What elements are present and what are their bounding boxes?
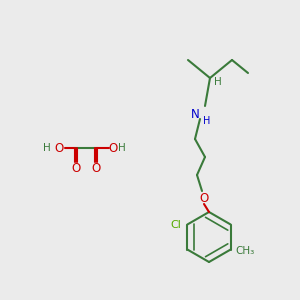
- Text: H: H: [214, 77, 222, 87]
- Text: O: O: [108, 142, 118, 154]
- Text: CH₃: CH₃: [235, 247, 254, 256]
- Text: H: H: [118, 143, 126, 153]
- Text: O: O: [92, 161, 100, 175]
- Text: N: N: [190, 107, 200, 121]
- Text: O: O: [54, 142, 64, 154]
- Text: H: H: [203, 116, 211, 126]
- Text: O: O: [200, 193, 208, 206]
- Text: H: H: [43, 143, 51, 153]
- Text: Cl: Cl: [170, 220, 181, 230]
- Text: O: O: [71, 161, 81, 175]
